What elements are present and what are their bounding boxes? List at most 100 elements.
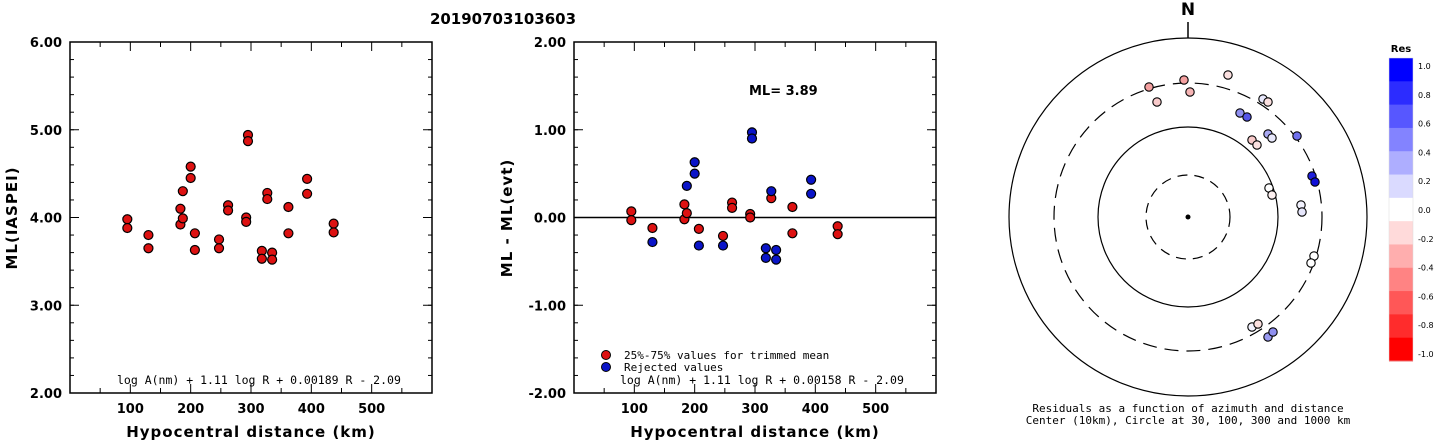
colorbar-tick-label: 0.4 (1418, 148, 1431, 157)
ml-annotation: ML= 3.89 (749, 84, 818, 99)
ml-iaspei-panel: log A(nm) + 1.11 log R + 0.00189 R - 2.0… (3, 36, 433, 441)
y-tick-label: 5.00 (30, 124, 62, 139)
north-label: N (1181, 0, 1195, 20)
data-point (626, 215, 637, 226)
colorbar-cell (1389, 337, 1413, 362)
data-point (143, 229, 154, 241)
colorbar-cell (1389, 58, 1413, 82)
data-point (185, 172, 196, 184)
formula-text: log A(nm) + 1.11 log R + 0.00189 R - 2.0… (117, 373, 401, 387)
data-point (806, 174, 817, 185)
legend-marker-accepted (601, 350, 611, 360)
station-marker (1185, 87, 1195, 97)
colorbar-cell (1389, 314, 1413, 339)
colorbar-tick-label: -0.8 (1418, 321, 1434, 330)
station-marker (1267, 133, 1277, 143)
colorbar-tick-label: 0.8 (1418, 91, 1431, 100)
formula-text: log A(nm) + 1.11 log R + 0.00158 R - 2.0… (620, 373, 904, 387)
colorbar-tick-label: 0.0 (1418, 206, 1431, 215)
data-point (717, 230, 729, 242)
colorbar-cell (1389, 174, 1413, 199)
colorbar-cell (1389, 104, 1413, 129)
y-tick-label: 4.00 (30, 212, 62, 227)
station-marker (1292, 131, 1302, 141)
colorbar-tick-label: -0.6 (1418, 292, 1434, 301)
data-point (177, 186, 188, 197)
data-point (241, 216, 252, 227)
data-point (760, 252, 771, 263)
data-point (222, 205, 234, 216)
y-axis-label: ML - ML(evt) (498, 159, 516, 277)
data-point (760, 243, 771, 254)
colorbar-cell (1389, 127, 1413, 152)
colorbar-tick-label: 0.6 (1418, 120, 1431, 129)
data-point (771, 254, 782, 265)
data-point (262, 193, 273, 205)
data-point (746, 133, 758, 144)
station-marker (1253, 319, 1263, 329)
station-marker (1297, 207, 1307, 217)
colorbar-title: Res (1391, 44, 1411, 55)
center-point (1185, 214, 1191, 220)
data-point (189, 244, 200, 256)
data-point (328, 227, 339, 238)
caption-line-2: Center (10km), Circle at 30, 100, 300 an… (1026, 414, 1351, 427)
colorbar-cell (1389, 291, 1413, 315)
data-point (122, 222, 133, 234)
residual-panel: ML= 3.89 25%-75% values for trimmed mean… (498, 36, 937, 441)
x-tick-label: 500 (358, 402, 385, 417)
data-point (766, 186, 777, 197)
colorbar-cell (1389, 81, 1413, 106)
station-marker (1306, 258, 1316, 268)
data-point (283, 228, 294, 239)
station-marker (1242, 112, 1252, 122)
x-tick-label: 400 (802, 402, 829, 417)
data-point (256, 253, 267, 264)
data-point (681, 180, 692, 192)
colorbar-outline (1388, 57, 1414, 362)
colorbar-tick-label: 0.2 (1418, 177, 1431, 186)
x-tick-label: 100 (117, 402, 144, 417)
colorbar: Res 1.0 0.8 0.6 0.4 0.2 0.0 -0.2 -0.4 -0.6 -0.8 -1… (1388, 44, 1434, 362)
station-marker (1263, 97, 1273, 107)
data-point (832, 229, 843, 240)
x-tick-label: 300 (237, 402, 264, 417)
station-marker (1152, 97, 1162, 107)
y-tick-label: 6.00 (30, 36, 62, 51)
station-marker (1310, 177, 1320, 187)
data-point (177, 213, 188, 224)
x-tick-label: 500 (862, 402, 889, 417)
figure-title: 20190703103603 (430, 10, 576, 28)
colorbar-cell (1389, 151, 1413, 176)
data-point (302, 173, 313, 184)
data-point (693, 240, 704, 251)
colorbar-cell (1389, 267, 1413, 292)
data-point (693, 223, 704, 235)
colorbar-tick-label: -0.4 (1418, 264, 1434, 273)
colorbar-tick-label: 1.0 (1418, 62, 1431, 71)
data-point (806, 188, 817, 199)
data-point (679, 199, 690, 210)
station-marker (1179, 75, 1189, 85)
station-marker (1144, 82, 1154, 92)
circle-300km (1053, 82, 1323, 352)
x-tick-label: 200 (681, 402, 708, 417)
y-tick-label: -2.00 (529, 387, 566, 402)
data-point (787, 201, 798, 213)
legend-marker-rejected (601, 362, 611, 372)
data-point (213, 234, 225, 245)
x-tick-label: 300 (741, 402, 768, 417)
data-point (689, 168, 700, 179)
x-axis-label: Hypocentral distance (km) (630, 423, 880, 441)
station-marker (1223, 70, 1233, 80)
data-point (647, 236, 658, 248)
data-point (647, 222, 658, 234)
legend-label-accepted: 25%-75% values for trimmed mean (624, 349, 829, 362)
y-tick-label: 2.00 (30, 387, 62, 402)
data-point (726, 202, 738, 213)
data-point (689, 157, 700, 168)
data-point (185, 161, 196, 172)
x-tick-label: 200 (177, 402, 204, 417)
station-marker (1267, 190, 1277, 200)
colorbar-tick-label: -1.0 (1418, 350, 1434, 359)
